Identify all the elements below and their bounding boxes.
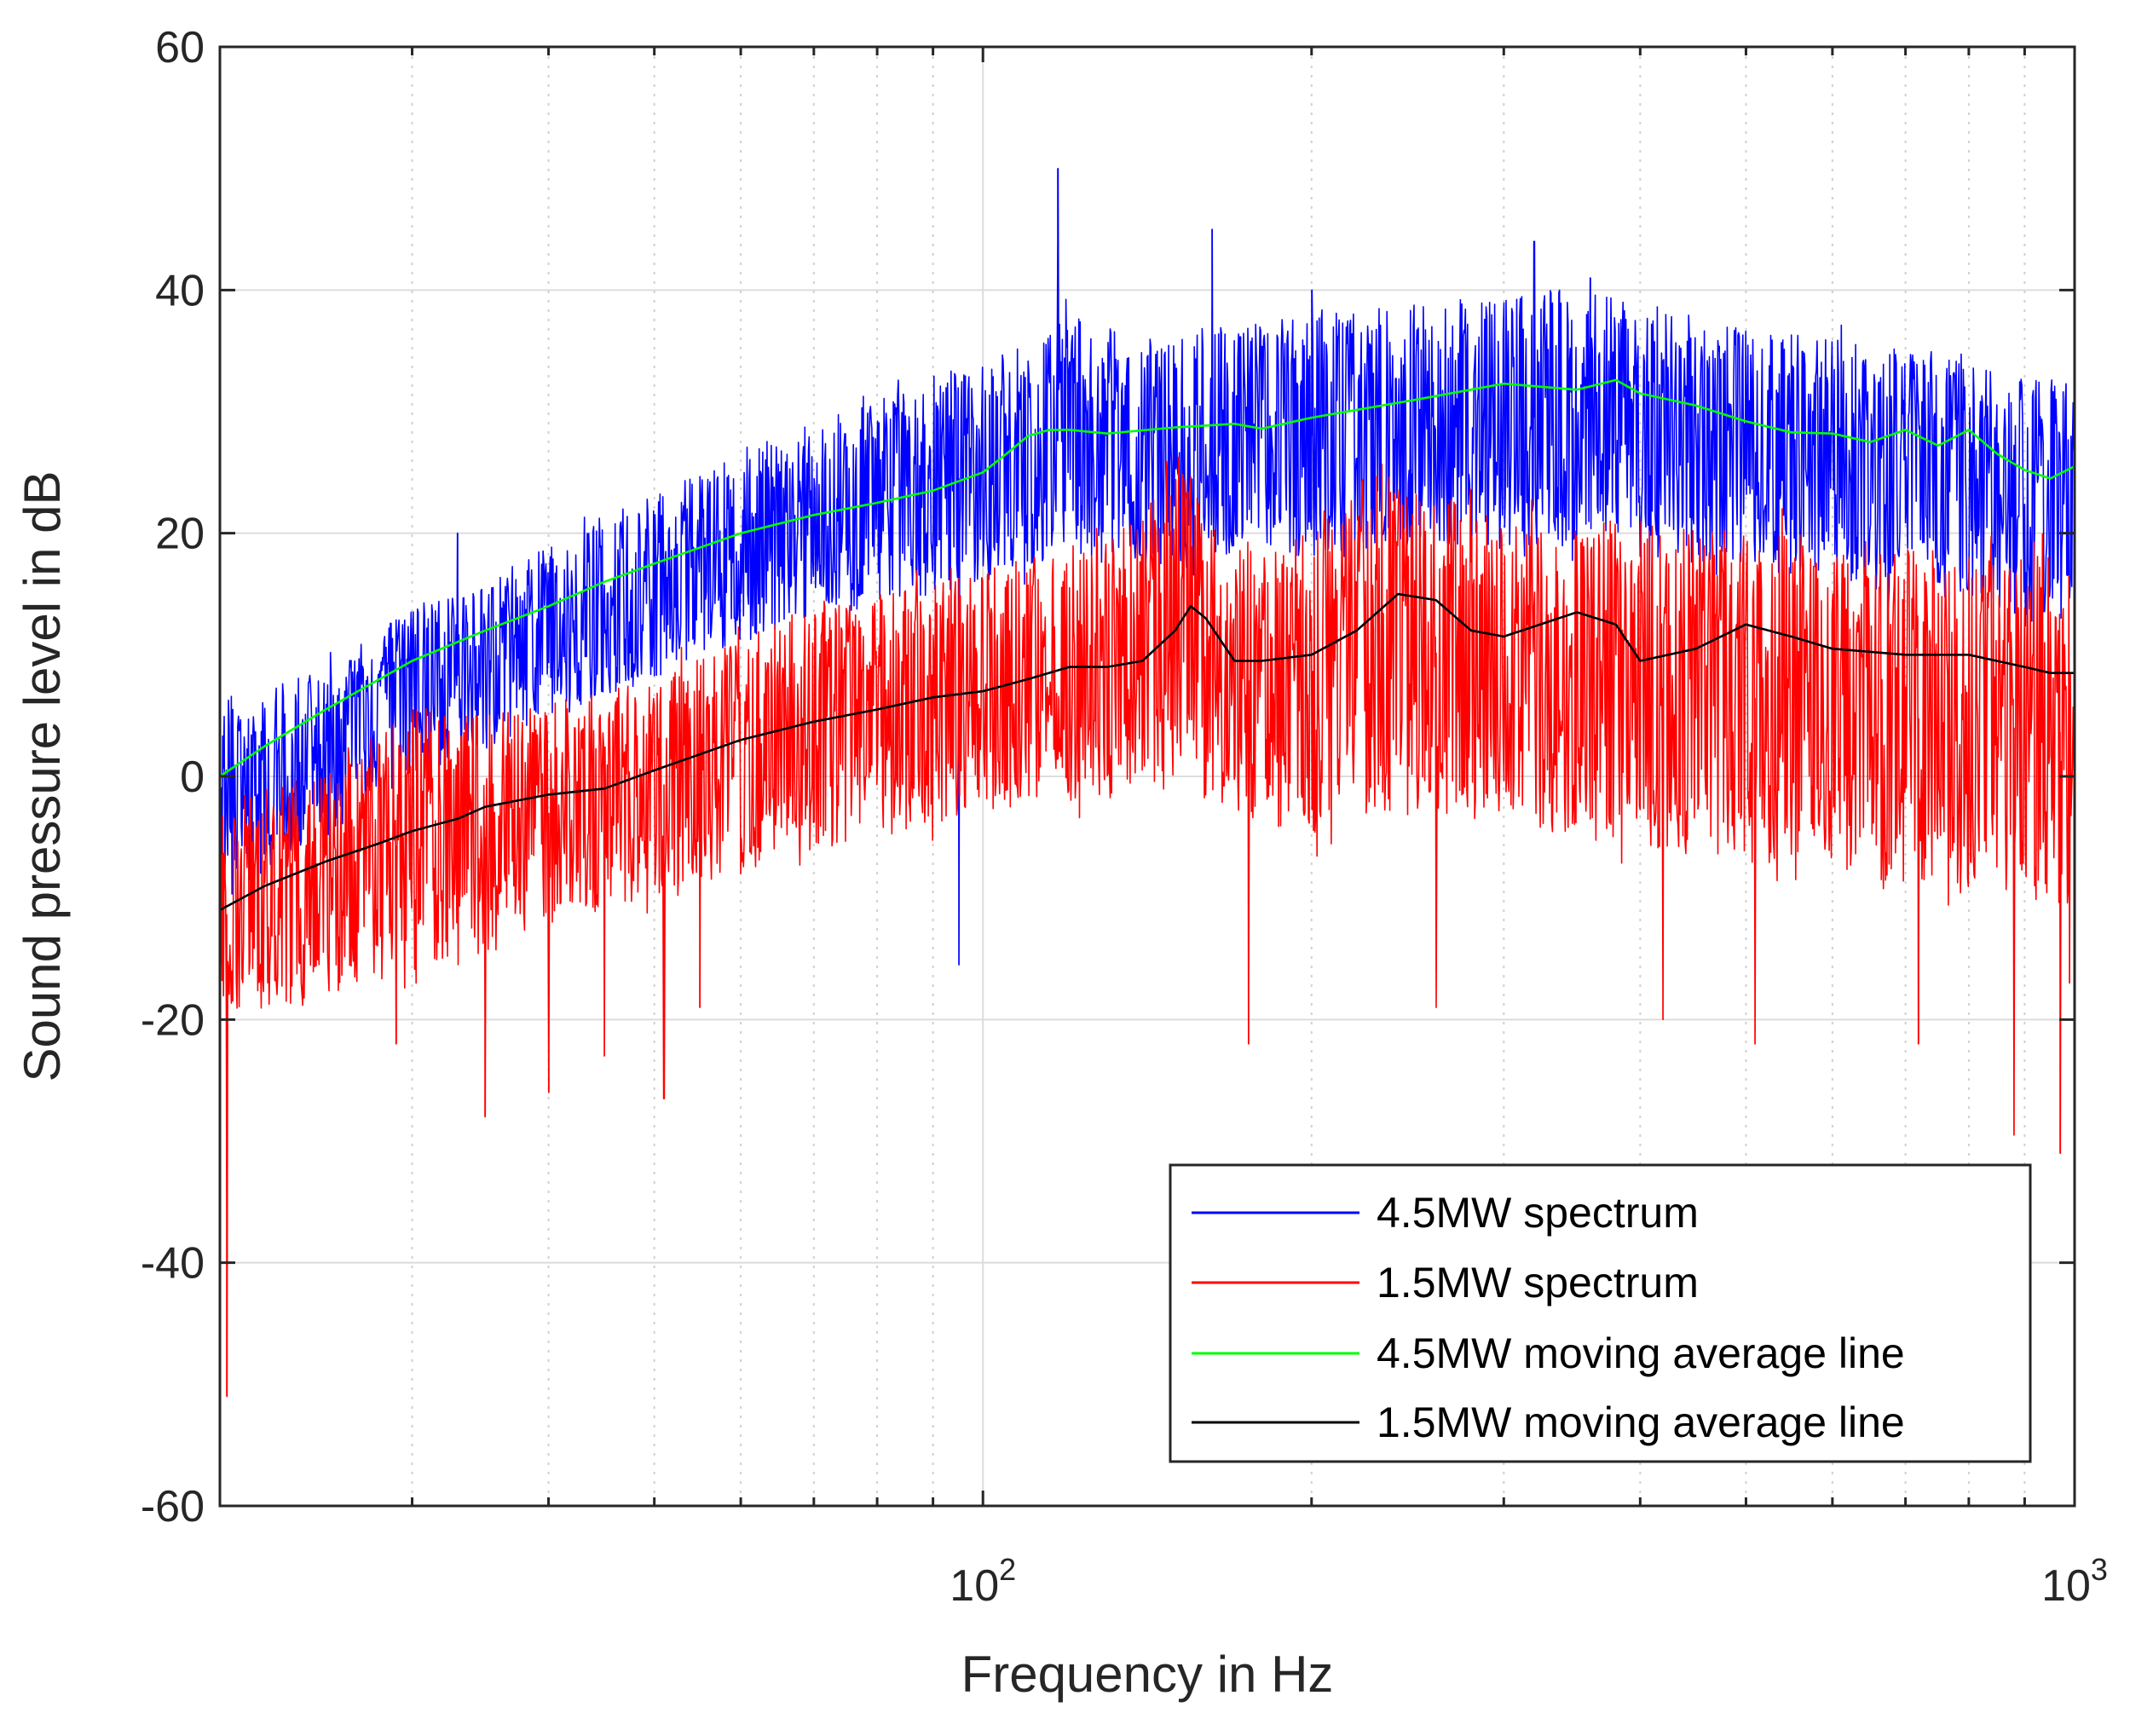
y-tick-label: -40 [141, 1239, 205, 1289]
x-tick-label: 102 [950, 1552, 1016, 1611]
spectrum-1-5mw [220, 456, 2075, 1398]
x-tick-label: 103 [2041, 1552, 2108, 1611]
legend-label-1-5mw-moving-average: 1.5MW moving average line [1377, 1399, 1905, 1446]
legend-label-4-5mw-moving-average: 4.5MW moving average line [1377, 1329, 1905, 1377]
y-tick-label: 20 [155, 510, 205, 559]
x-axis-label: Frequency in Hz [961, 1646, 1334, 1703]
legend-label-4-5mw-spectrum: 4.5MW spectrum [1377, 1189, 1699, 1237]
moving-average-4-5mw [220, 378, 2075, 778]
y-tick-label: -20 [141, 995, 205, 1045]
y-tick-label: 0 [180, 753, 205, 802]
y-tick-label: 60 [155, 23, 205, 72]
y-axis-label: Sound pressure level in dB [14, 470, 71, 1081]
y-tick-label: -60 [141, 1482, 205, 1531]
series-layer [220, 167, 2075, 1398]
axis-ticks [220, 45, 2075, 1508]
legend-box [1169, 1163, 2032, 1463]
moving-average-1-5mw [220, 592, 2075, 912]
tick-labels: -60 -40 -20 0 20 40 60 102 103 [141, 23, 2108, 1611]
legend-label-1-5mw-spectrum: 1.5MW spectrum [1377, 1259, 1699, 1306]
y-tick-label: 40 [155, 266, 205, 315]
legend: 4.5MW spectrum 1.5MW spectrum 4.5MW movi… [1169, 1163, 2032, 1463]
